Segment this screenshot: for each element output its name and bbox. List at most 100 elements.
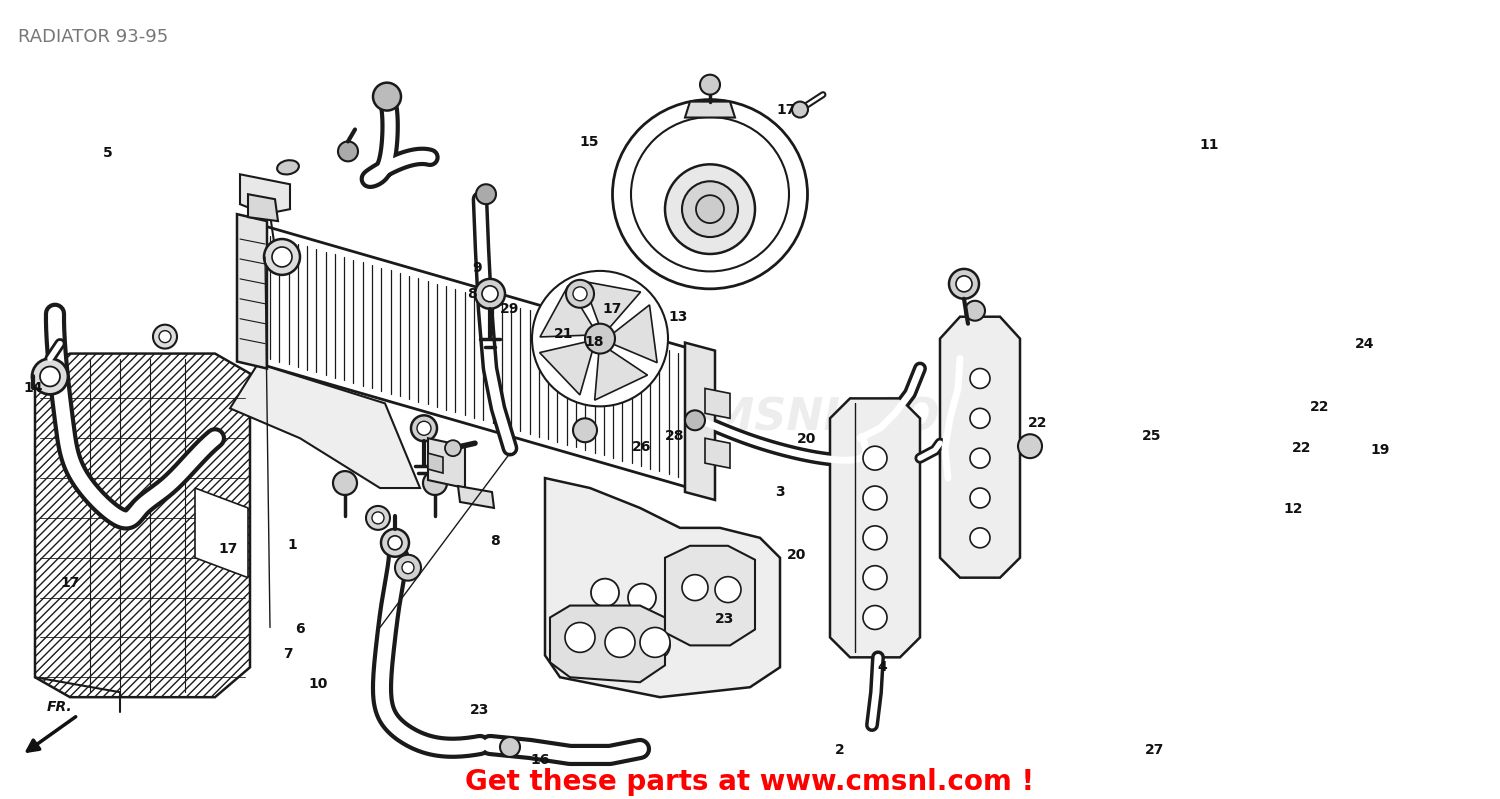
Circle shape: [704, 591, 732, 619]
Circle shape: [964, 300, 986, 320]
Polygon shape: [550, 606, 664, 682]
Circle shape: [642, 631, 670, 659]
Text: 17: 17: [219, 542, 237, 556]
Polygon shape: [427, 453, 442, 473]
Circle shape: [573, 287, 586, 300]
Text: 20: 20: [788, 548, 806, 562]
Text: 28: 28: [666, 429, 684, 443]
Text: 21: 21: [555, 328, 573, 341]
Circle shape: [970, 448, 990, 468]
Text: Get these parts at www.cmsnl.com !: Get these parts at www.cmsnl.com !: [465, 768, 1035, 796]
Polygon shape: [705, 388, 730, 419]
Circle shape: [970, 488, 990, 508]
Circle shape: [374, 82, 400, 110]
Circle shape: [566, 622, 596, 652]
Text: 23: 23: [716, 612, 734, 626]
Text: 22: 22: [1311, 400, 1329, 415]
Circle shape: [862, 566, 886, 590]
Text: 23: 23: [471, 703, 489, 717]
Polygon shape: [940, 316, 1020, 578]
Circle shape: [628, 583, 656, 611]
Text: 20: 20: [798, 432, 816, 447]
Circle shape: [272, 247, 292, 267]
Circle shape: [394, 555, 422, 581]
Circle shape: [423, 471, 447, 495]
Polygon shape: [237, 214, 267, 368]
Circle shape: [333, 471, 357, 495]
Polygon shape: [240, 174, 290, 214]
Circle shape: [664, 165, 754, 254]
Text: 6: 6: [296, 622, 304, 636]
Text: 29: 29: [501, 302, 519, 316]
Polygon shape: [427, 438, 465, 488]
Polygon shape: [594, 350, 648, 400]
Circle shape: [153, 324, 177, 348]
Text: 13: 13: [669, 310, 687, 324]
Circle shape: [700, 74, 720, 94]
Circle shape: [482, 286, 498, 302]
Text: 1: 1: [288, 538, 297, 552]
Text: 11: 11: [1200, 138, 1218, 152]
Circle shape: [366, 506, 390, 530]
Text: FR.: FR.: [46, 700, 74, 714]
Text: 5: 5: [104, 145, 112, 160]
Text: 8: 8: [468, 288, 477, 301]
Circle shape: [862, 526, 886, 550]
Polygon shape: [830, 399, 920, 658]
Circle shape: [716, 577, 741, 602]
Polygon shape: [540, 286, 592, 337]
Text: 7: 7: [284, 647, 292, 661]
Circle shape: [264, 239, 300, 275]
Polygon shape: [544, 478, 780, 698]
Polygon shape: [34, 354, 251, 698]
Text: 17: 17: [777, 103, 795, 117]
Circle shape: [970, 528, 990, 548]
Ellipse shape: [612, 100, 807, 288]
Polygon shape: [705, 438, 730, 468]
Polygon shape: [686, 101, 735, 117]
Polygon shape: [195, 488, 248, 578]
Text: 9: 9: [472, 261, 482, 275]
Text: 12: 12: [1282, 503, 1302, 516]
Ellipse shape: [278, 160, 298, 174]
Circle shape: [862, 446, 886, 470]
Circle shape: [862, 486, 886, 510]
Text: 14: 14: [24, 381, 42, 396]
Polygon shape: [248, 194, 278, 221]
Circle shape: [585, 324, 615, 354]
Text: 4: 4: [878, 660, 886, 674]
Polygon shape: [664, 546, 754, 646]
Text: WWW.CMSNL.COM: WWW.CMSNL.COM: [516, 397, 984, 439]
Circle shape: [476, 279, 506, 308]
Text: 19: 19: [1371, 443, 1389, 456]
Circle shape: [159, 331, 171, 343]
Circle shape: [411, 415, 436, 441]
Circle shape: [532, 271, 668, 407]
Text: 10: 10: [309, 678, 327, 691]
Circle shape: [686, 411, 705, 430]
Polygon shape: [230, 364, 420, 488]
Text: 27: 27: [1146, 742, 1164, 757]
Text: 22: 22: [1029, 416, 1047, 431]
Circle shape: [970, 408, 990, 428]
Text: 2: 2: [836, 742, 844, 757]
Circle shape: [956, 276, 972, 292]
Text: 15: 15: [579, 135, 598, 149]
Polygon shape: [686, 343, 716, 500]
Circle shape: [338, 141, 358, 161]
Text: 16: 16: [531, 753, 549, 767]
Circle shape: [417, 421, 430, 435]
Circle shape: [388, 536, 402, 550]
Circle shape: [40, 367, 60, 387]
Polygon shape: [458, 486, 494, 508]
Circle shape: [640, 627, 670, 658]
Circle shape: [476, 185, 496, 205]
Text: 17: 17: [62, 575, 80, 590]
Circle shape: [446, 440, 460, 456]
Text: 25: 25: [1143, 429, 1161, 443]
Circle shape: [792, 101, 808, 117]
Circle shape: [573, 419, 597, 442]
Text: 26: 26: [633, 440, 651, 454]
Circle shape: [696, 195, 724, 223]
Circle shape: [666, 589, 694, 617]
